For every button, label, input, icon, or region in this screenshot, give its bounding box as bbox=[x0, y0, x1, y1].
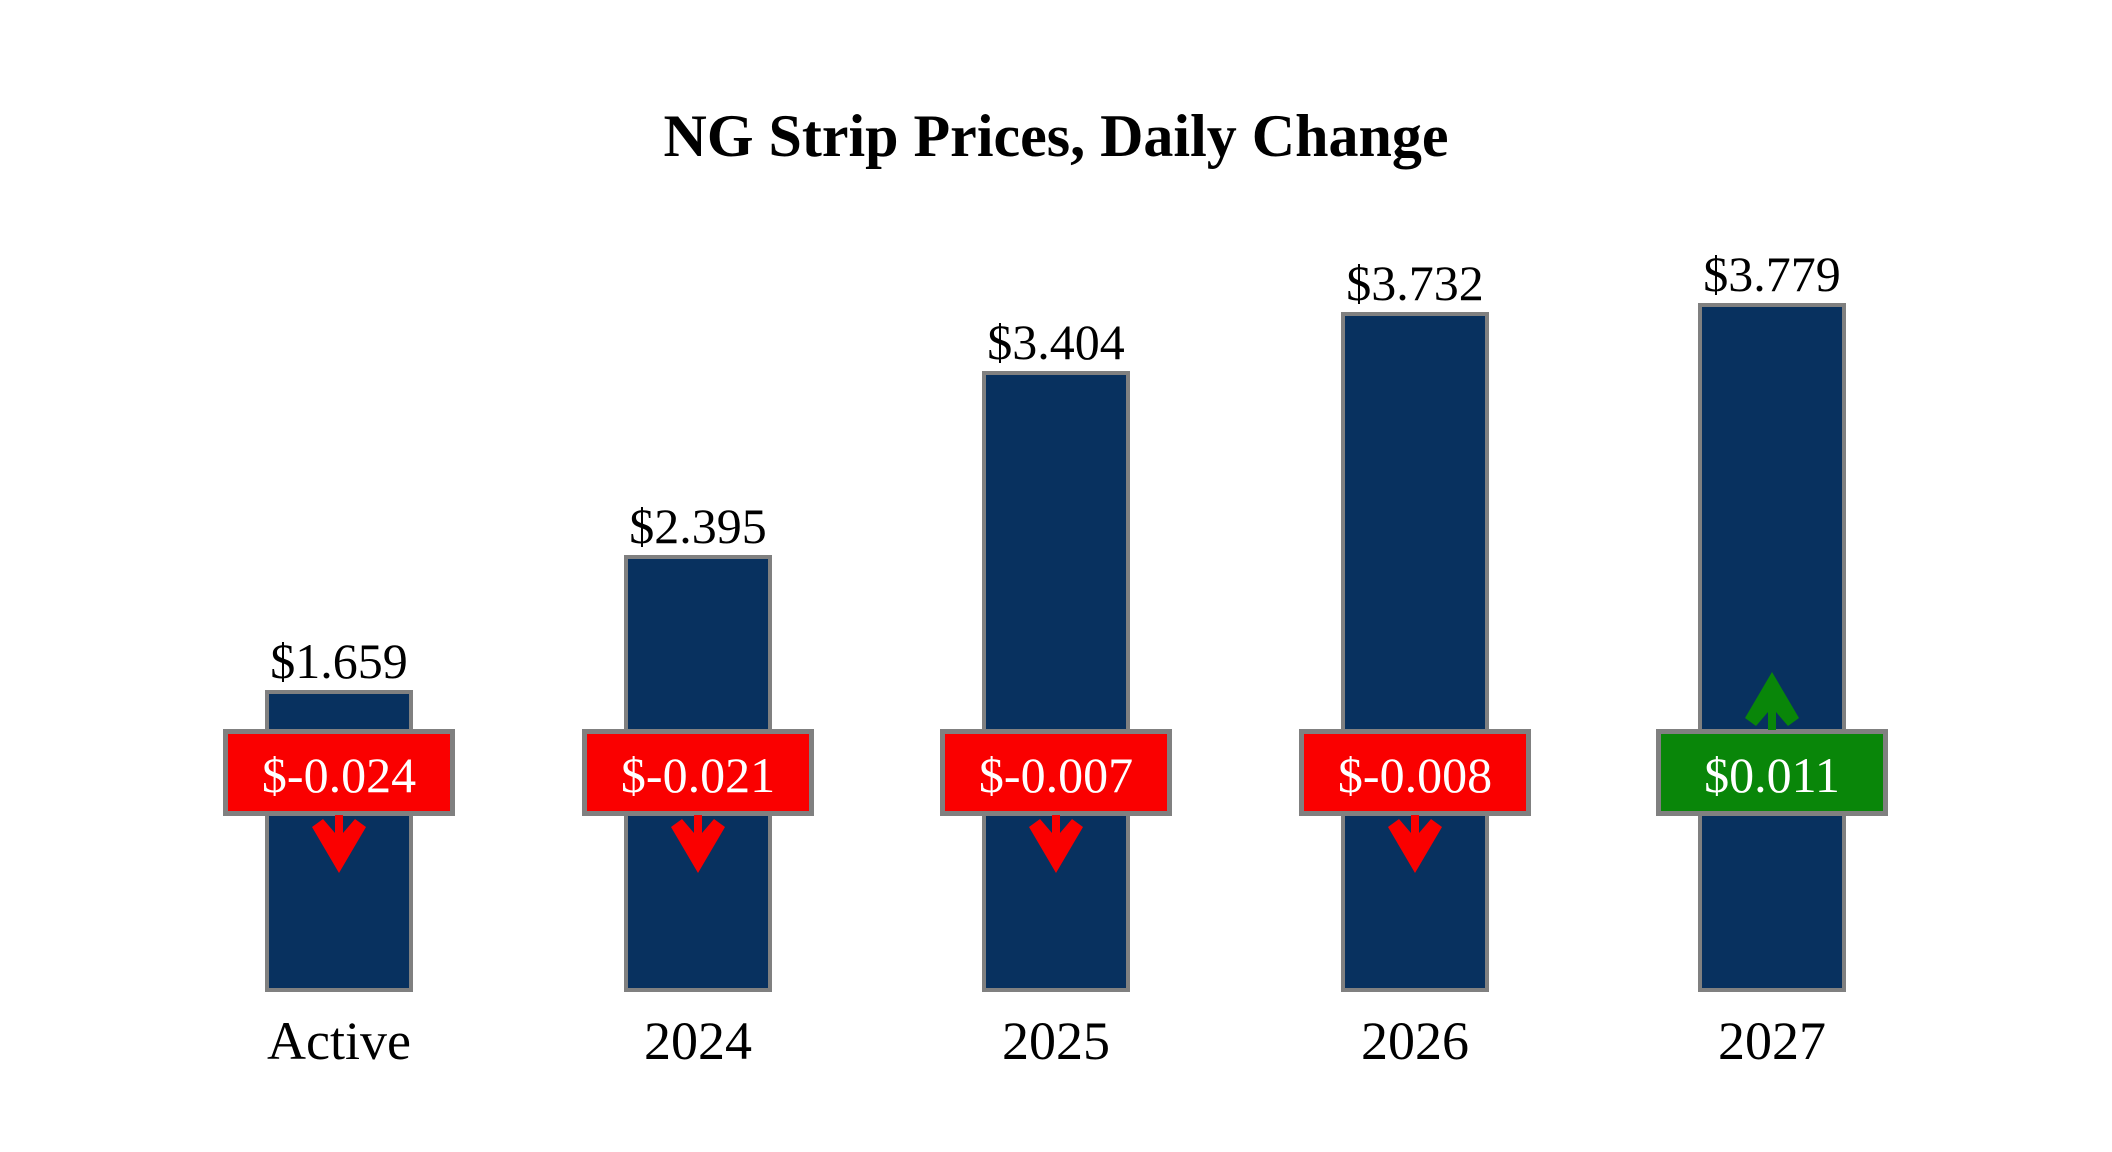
change-value-2025: $-0.007 bbox=[978, 746, 1134, 803]
down-arrow-icon bbox=[1029, 815, 1083, 873]
price-label-2027: $3.779 bbox=[1703, 246, 1841, 302]
change-badge-2027: $0.011 bbox=[1656, 729, 1888, 816]
down-arrow-icon bbox=[312, 815, 366, 873]
bar-2025 bbox=[982, 371, 1130, 992]
chart-title: NG Strip Prices, Daily Change bbox=[663, 103, 1449, 169]
change-value-active: $-0.024 bbox=[261, 746, 417, 803]
up-arrow-icon bbox=[1745, 672, 1799, 730]
change-value-2024: $-0.021 bbox=[620, 746, 776, 803]
bar-2027 bbox=[1698, 303, 1846, 992]
change-badge-2024: $-0.021 bbox=[582, 729, 814, 816]
x-label-2025: 2025 bbox=[1002, 1011, 1110, 1071]
down-arrow-icon bbox=[1388, 815, 1442, 873]
x-label-2027: 2027 bbox=[1718, 1011, 1826, 1071]
price-label-2025: $3.404 bbox=[987, 314, 1125, 370]
down-arrow-icon bbox=[671, 815, 725, 873]
bar-2026 bbox=[1341, 312, 1489, 992]
x-label-2024: 2024 bbox=[644, 1011, 752, 1071]
price-label-2024: $2.395 bbox=[629, 498, 767, 554]
change-value-2027: $0.011 bbox=[1704, 746, 1840, 803]
price-label-2026: $3.732 bbox=[1346, 255, 1484, 311]
price-label-active: $1.659 bbox=[270, 633, 408, 689]
change-badge-active: $-0.024 bbox=[223, 729, 455, 816]
change-value-2026: $-0.008 bbox=[1337, 746, 1493, 803]
x-label-2026: 2026 bbox=[1361, 1011, 1469, 1071]
x-label-active: Active bbox=[267, 1011, 411, 1071]
change-badge-2025: $-0.007 bbox=[940, 729, 1172, 816]
change-badge-2026: $-0.008 bbox=[1299, 729, 1531, 816]
